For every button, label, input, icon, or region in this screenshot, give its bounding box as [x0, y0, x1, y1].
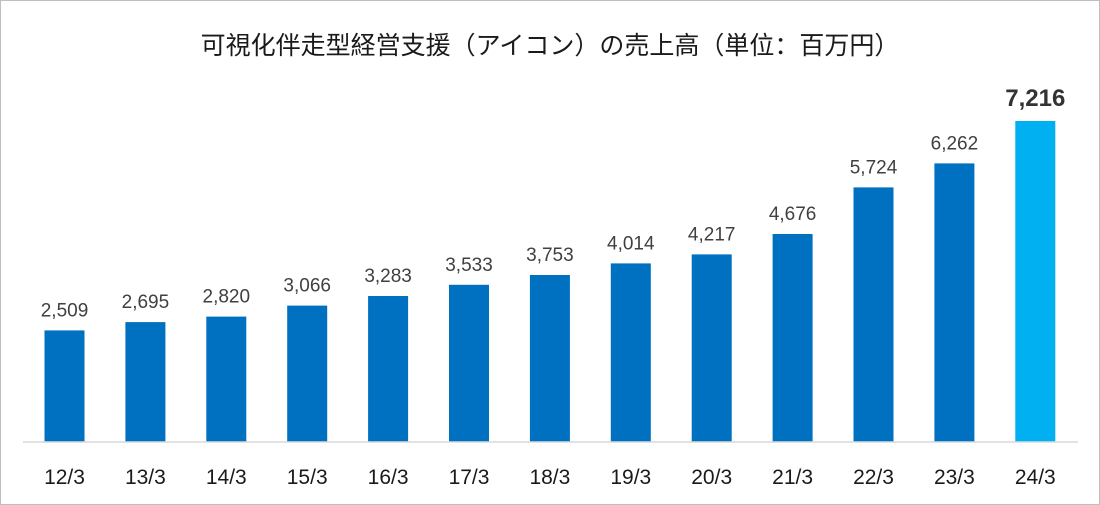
x-tick-label-23/3: 23/3	[934, 466, 975, 489]
value-label-21/3: 4,676	[769, 204, 817, 225]
value-label-16/3: 3,283	[364, 266, 412, 287]
bar-17/3	[449, 284, 489, 442]
x-tick-label-21/3: 21/3	[772, 466, 813, 489]
bar-14/3	[206, 316, 247, 442]
bar-13/3	[125, 322, 166, 442]
value-label-18/3: 3,753	[526, 245, 574, 266]
bars-group	[44, 121, 1056, 442]
x-tick-label-15/3: 15/3	[287, 466, 328, 489]
x-tick-label-22/3: 22/3	[853, 466, 894, 489]
bar-16/3	[368, 296, 409, 442]
chart-title: 可視化伴走型経営支援（アイコン）の売上高（単位：百万円）	[201, 31, 900, 60]
x-tick-label-14/3: 14/3	[206, 466, 247, 489]
bar-24/3	[1015, 121, 1056, 442]
value-label-20/3: 4,217	[688, 224, 736, 245]
bar-19/3	[610, 263, 651, 442]
value-labels-group: 2,509 2,695 2,820 3,066 3,283 3,533 3,753 4,014…	[41, 85, 1066, 321]
bar-20/3	[691, 254, 732, 442]
value-label-23/3: 6,262	[931, 133, 979, 154]
x-tick-label-12/3: 12/3	[44, 466, 85, 489]
value-label-12/3: 2,509	[41, 300, 89, 321]
value-label-13/3: 2,695	[122, 292, 170, 313]
x-tick-label-24/3: 24/3	[1015, 466, 1056, 489]
value-label-15/3: 3,066	[283, 276, 331, 297]
value-label-24/3: 7,216	[1005, 85, 1065, 112]
value-label-14/3: 2,820	[203, 287, 251, 308]
value-label-19/3: 4,014	[607, 233, 655, 254]
bar-23/3	[934, 163, 975, 442]
bar-12/3	[44, 330, 85, 442]
x-tick-label-17/3: 17/3	[449, 466, 490, 489]
x-tick-labels-group: 12/3 13/3 14/3 15/3 16/3 17/3 18/3 19/3 20/3 21/3…	[44, 466, 1056, 489]
x-tick-label-16/3: 16/3	[368, 466, 409, 489]
x-tick-label-18/3: 18/3	[529, 466, 570, 489]
bar-18/3	[529, 275, 570, 442]
x-tick-label-13/3: 13/3	[125, 466, 166, 489]
value-label-17/3: 3,533	[445, 255, 493, 276]
bar-15/3	[287, 305, 328, 442]
x-tick-label-19/3: 19/3	[610, 466, 651, 489]
x-tick-label-20/3: 20/3	[691, 466, 732, 489]
bar-22/3	[853, 187, 894, 442]
value-label-22/3: 5,724	[850, 157, 898, 178]
bar-21/3	[772, 234, 813, 442]
